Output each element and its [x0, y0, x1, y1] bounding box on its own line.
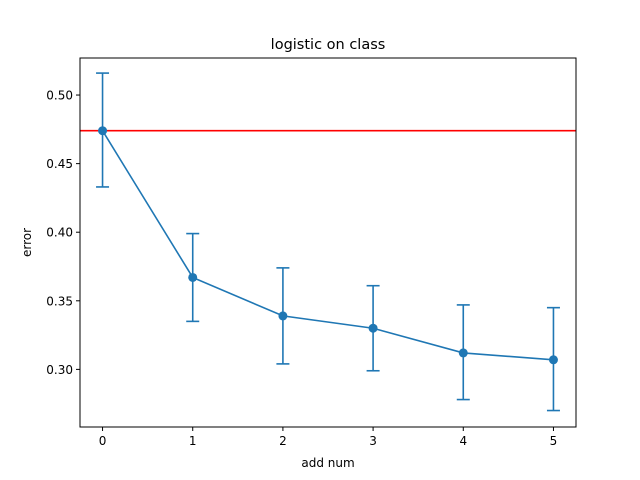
x-tick-label: 2 [279, 434, 287, 448]
x-tick-label: 0 [99, 434, 107, 448]
y-tick-label: 0.50 [46, 89, 73, 103]
axis-ticks: 0 1 2 3 4 5 0.30 0.35 0.40 0.45 0.50 [46, 89, 557, 448]
data-point [458, 348, 468, 358]
x-tick-label: 5 [550, 434, 558, 448]
y-tick-label: 0.30 [46, 363, 73, 377]
x-tick-label: 3 [369, 434, 377, 448]
axes-frame [79, 57, 577, 428]
x-tick-label: 1 [189, 434, 197, 448]
series-line [101, 130, 554, 361]
data-point [278, 311, 288, 321]
chart-title: logistic on class [271, 37, 386, 53]
y-axis-label: error [20, 228, 34, 257]
data-point [548, 355, 558, 365]
plot-area [80, 72, 576, 412]
y-tick-label: 0.35 [46, 294, 73, 308]
x-axis-label: add num [301, 456, 354, 470]
data-point [368, 323, 378, 333]
y-tick-label: 0.40 [46, 226, 73, 240]
data-point [188, 272, 198, 282]
x-tick-label: 4 [459, 434, 467, 448]
data-point [98, 126, 108, 136]
y-tick-label: 0.45 [46, 157, 73, 171]
